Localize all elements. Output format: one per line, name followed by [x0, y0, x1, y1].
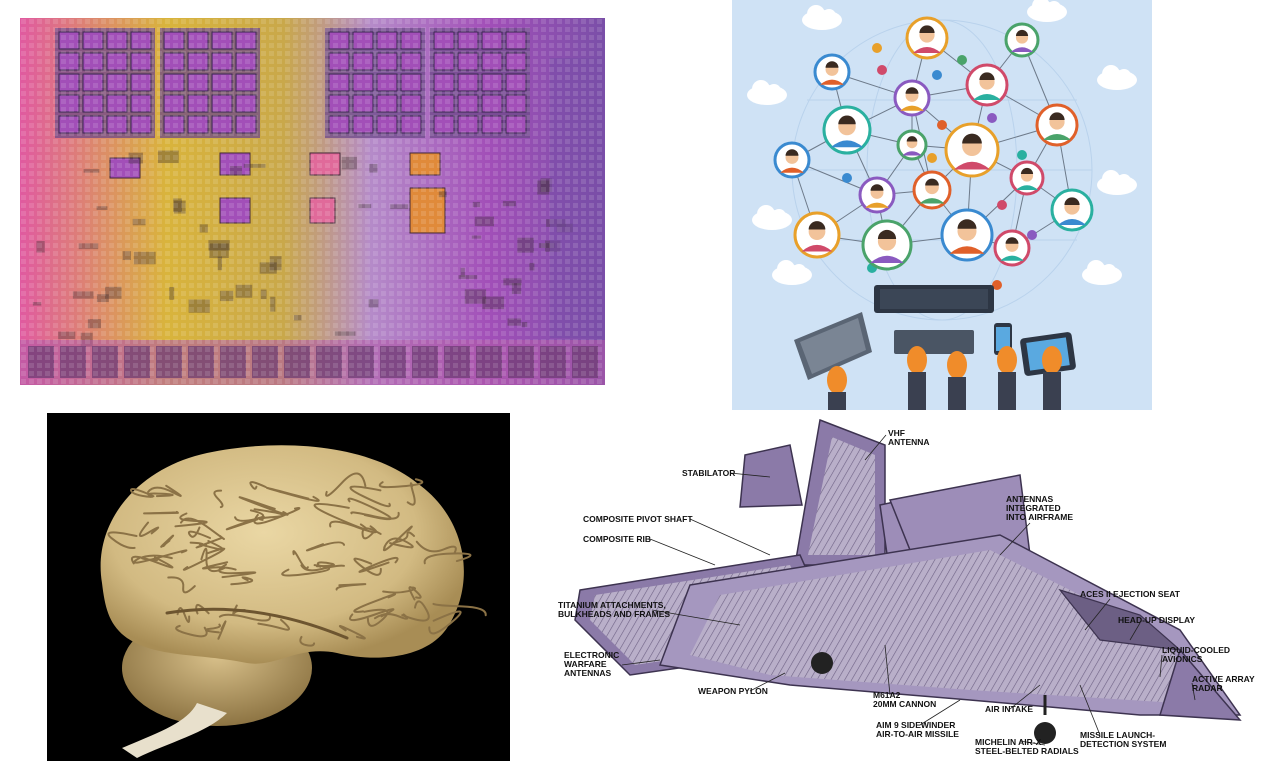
person-avatar — [946, 124, 998, 176]
label-electronic-warfare-antennas: ELECTRONIC WARFARE ANTENNAS — [564, 651, 619, 678]
person-avatar — [863, 221, 911, 269]
person-avatar — [907, 18, 947, 58]
cloud-icon — [802, 5, 842, 30]
label-weapon-pylon: WEAPON PYLON — [698, 687, 768, 696]
label-aces-ejection-seat: ACES II EJECTION SEAT — [1080, 590, 1180, 599]
cerebrum — [101, 445, 464, 663]
person-avatar — [1006, 24, 1038, 56]
label-cannon: M61A2 20MM CANNON — [873, 691, 936, 709]
label-composite-pivot-shaft: COMPOSITE PIVOT SHAFT — [583, 515, 693, 524]
person-avatar — [942, 210, 992, 260]
chip-die-image — [20, 18, 605, 385]
label-stabilator: STABILATOR — [682, 469, 735, 478]
label-liquid-cooled-avionics: LIQUID-COOLED AVIONICS — [1162, 646, 1230, 664]
label-head-up-display: HEAD-UP DISPLAY — [1118, 616, 1195, 625]
network-illustration — [732, 0, 1152, 410]
person-avatar — [795, 213, 839, 257]
cloud-icon — [1027, 0, 1067, 22]
network-graphic — [732, 0, 1152, 410]
person-avatar — [898, 131, 926, 159]
cloud-icon — [747, 80, 787, 105]
person-avatar — [824, 107, 870, 153]
person-avatar — [914, 172, 950, 208]
label-titanium-attachments: TITANIUM ATTACHMENTS, BULKHEADS AND FRAME… — [558, 601, 670, 619]
label-missile-launch-detection: MISSILE LAUNCH- DETECTION SYSTEM — [1080, 731, 1166, 749]
cloud-icon — [1082, 260, 1122, 285]
person-avatar — [967, 65, 1007, 105]
keyboard-icon — [894, 330, 974, 354]
person-avatar — [895, 81, 929, 115]
monitor-icon — [874, 285, 994, 313]
label-active-array-radar: ACTIVE ARRAY RADAR — [1192, 675, 1255, 693]
person-avatar — [1037, 105, 1077, 145]
label-michelin-radials: MICHELIN AIR-X STEEL-BELTED RADIALS — [975, 738, 1079, 756]
cloud-icon — [752, 205, 792, 230]
brain-photo — [47, 413, 510, 761]
label-air-intake: AIR INTAKE — [985, 705, 1033, 714]
label-composite-rib: COMPOSITE RIB — [583, 535, 651, 544]
person-avatar — [1052, 190, 1092, 230]
cloud-icon — [772, 260, 812, 285]
person-avatar — [1011, 162, 1043, 194]
cloud-icon — [1097, 170, 1137, 195]
label-aim9-sidewinder: AIM 9 SIDEWINDER AIR-TO-AIR MISSILE — [876, 721, 959, 739]
chip-die-graphic — [20, 18, 605, 385]
label-vhf-antenna: VHF ANTENNA — [888, 429, 930, 447]
cloud-icon — [1097, 65, 1137, 90]
jet-cutaway-diagram: VHF ANTENNA STABILATOR ANTENNAS INTEGRATED… — [540, 415, 1265, 765]
person-avatar — [995, 231, 1029, 265]
person-avatar — [775, 143, 809, 177]
person-avatar — [860, 178, 894, 212]
brain-graphic — [47, 413, 510, 761]
person-avatar — [815, 55, 849, 89]
label-antennas-airframe: ANTENNAS INTEGRATED INTO AIRFRAME — [1006, 495, 1073, 522]
